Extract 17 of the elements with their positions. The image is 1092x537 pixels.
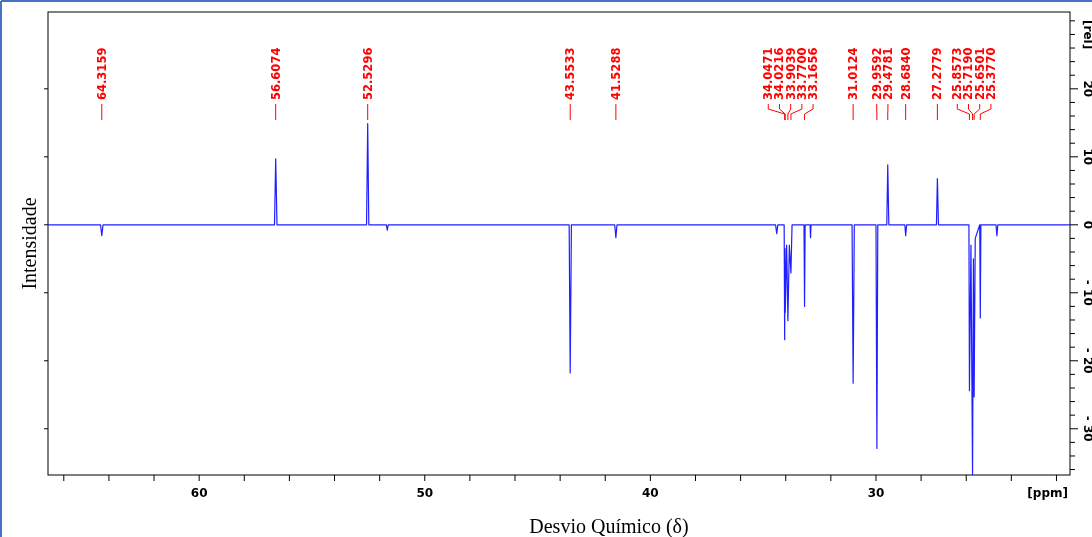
annotation: 31.0124: [846, 47, 861, 100]
x-tick-label: 50: [416, 486, 434, 500]
x-axis-title: Desvio Químico (δ): [529, 515, 689, 537]
annotation: 43.5533: [563, 47, 578, 100]
x-tick-label: 60: [190, 486, 208, 500]
annotation: 41.5288: [608, 47, 623, 100]
annotation: 64.3159: [94, 47, 109, 100]
line-series: [48, 122, 1070, 475]
annotation: 28.6840: [898, 47, 913, 100]
annotation: 52.5296: [360, 47, 375, 100]
annotation: 56.6074: [268, 47, 283, 100]
text: [ppm]: [1027, 486, 1068, 500]
annotation: 33.1656: [806, 47, 821, 100]
x-tick-label: 30: [867, 486, 885, 500]
y-axis-title: Intensidade: [18, 197, 40, 290]
annotation: 27.2779: [930, 47, 945, 100]
x-tick-label: 40: [642, 486, 659, 500]
